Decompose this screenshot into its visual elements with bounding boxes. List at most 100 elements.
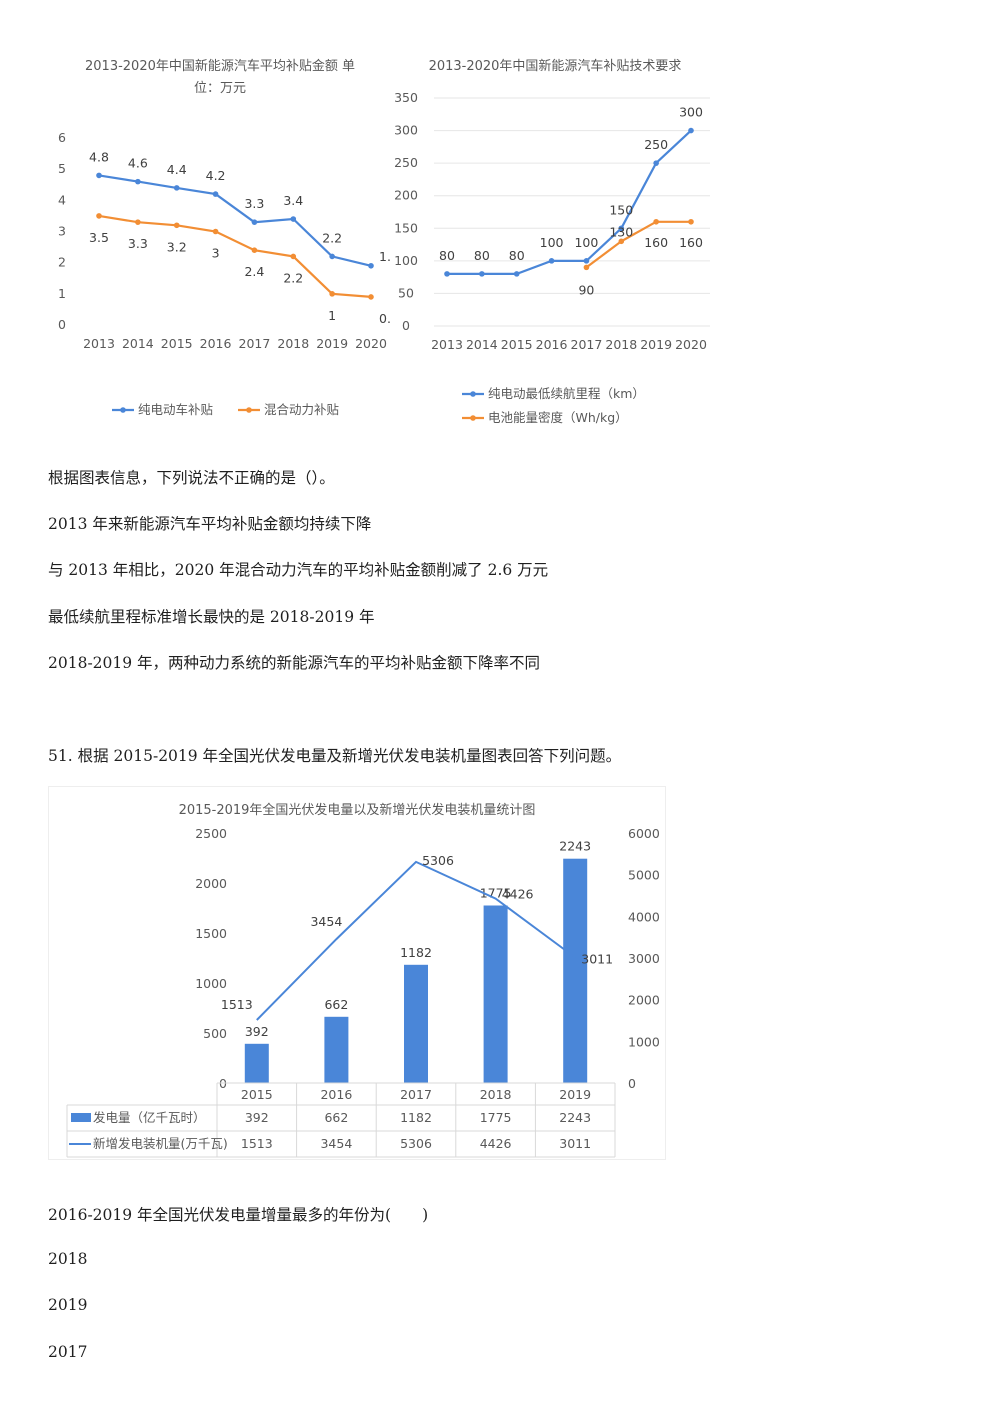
data-point — [618, 225, 625, 232]
data-label: 3.4 — [283, 193, 303, 208]
data-point — [688, 127, 694, 134]
bar-data-label: 1182 — [400, 945, 432, 960]
q2-option-b: 2019 — [48, 1296, 88, 1314]
data-point — [173, 185, 180, 191]
legend-label: 纯电动车补贴 — [138, 402, 213, 417]
data-label: 3.3 — [128, 236, 148, 251]
bar — [483, 905, 508, 1083]
data-point — [368, 294, 374, 300]
y-tick-label: 0 — [58, 317, 66, 332]
chart1-svg: 0 1 2 3 4 5 6 2013 2014 2015 2016 2017 2018 2019 2020 4… — [58, 130, 390, 417]
y-tick-label: 50 — [398, 285, 414, 300]
bar — [324, 1016, 349, 1083]
data-label: 3 — [212, 246, 220, 261]
chart2-title: 2013-2020年中国新能源汽车补贴技术要求 — [428, 59, 682, 74]
chart3-svg: 0500100015002000250001000200030004000500… — [66, 826, 660, 1158]
data-label: 90 — [578, 282, 594, 297]
line-data-label: 3011 — [581, 952, 613, 967]
y-tick-label: 0 — [402, 318, 410, 333]
data-point — [290, 253, 297, 260]
x-tick-label: 2016 — [536, 337, 568, 352]
y-tick-label: 150 — [394, 220, 418, 235]
data-point — [368, 262, 374, 269]
q2-option-c: 2017 — [48, 1343, 88, 1361]
table-cell: 5306 — [400, 1136, 432, 1151]
data-point — [688, 218, 694, 225]
data-point — [212, 228, 219, 235]
data-point — [329, 291, 335, 297]
y-tick-label: 350 — [394, 90, 418, 105]
data-label: 150 — [609, 202, 633, 217]
y-tick-label: 300 — [394, 123, 418, 138]
data-label: 160 — [679, 235, 703, 250]
y-right-tick-label: 0 — [628, 1076, 636, 1091]
data-label: 4.4 — [167, 162, 187, 177]
x-category-label: 2016 — [320, 1087, 352, 1102]
line-data-label: 1513 — [221, 997, 253, 1012]
table-cell: 1182 — [400, 1110, 432, 1125]
q1-stem: 根据图表信息，下列说法不正确的是（）。 — [48, 469, 335, 487]
table-cell: 662 — [324, 1110, 348, 1125]
data-label: 4.8 — [89, 149, 109, 164]
data-point — [96, 172, 102, 179]
x-tick-label: 2018 — [605, 337, 637, 352]
x-tick-label: 2013 — [431, 337, 463, 352]
data-point — [251, 247, 258, 253]
bar — [244, 1043, 269, 1083]
y-left-tick-label: 500 — [203, 1026, 227, 1041]
pv-generation-chart: 2015-2019年全国光伏发电量以及新增光伏发电装机量统计图 0 500 1000… — [48, 786, 666, 1160]
x-category-label: 2018 — [480, 1087, 512, 1102]
data-label: 100 — [540, 235, 564, 250]
line-data-label: 5306 — [422, 853, 454, 868]
x-tick-label: 2020 — [355, 336, 387, 351]
table-legend-bar-swatch — [71, 1113, 91, 1122]
y-left-tick-label: 1000 — [195, 976, 227, 991]
y-tick-label: 100 — [394, 253, 418, 268]
y-tick-label: 2 — [58, 255, 66, 270]
installed-capacity-line — [256, 860, 576, 1021]
data-label: 100 — [574, 235, 598, 250]
data-label: 300 — [679, 105, 703, 120]
x-category-label: 2015 — [241, 1087, 273, 1102]
table-cell: 3454 — [320, 1136, 352, 1151]
y-right-tick-label: 3000 — [628, 951, 660, 966]
data-point — [653, 160, 659, 166]
data-label: 1.9 — [379, 249, 390, 264]
data-point — [513, 271, 520, 277]
bar-data-label: 392 — [245, 1024, 269, 1039]
q1-option-c: 最低续航里程标准增长最快的是 2018-2019 年 — [48, 608, 375, 626]
table-cell: 4426 — [480, 1136, 512, 1151]
series-line-1 — [585, 220, 691, 269]
legend-label: 混合动力补贴 — [264, 402, 339, 417]
data-point — [583, 264, 590, 271]
table-legend-line-label: 新增发电装机量(万千瓦) — [93, 1136, 228, 1151]
data-point — [251, 219, 258, 225]
data-point — [135, 219, 141, 225]
x-tick-label: 2014 — [466, 337, 498, 352]
bar — [563, 858, 588, 1083]
y-left-tick-label: 2000 — [195, 876, 227, 891]
x-tick-label: 2013 — [83, 336, 115, 351]
data-point — [96, 213, 102, 219]
q2-stem: 2016-2019 年全国光伏发电量增量最多的年份为( ) — [48, 1206, 429, 1224]
table-cell: 392 — [245, 1110, 269, 1125]
data-label: 4.2 — [206, 168, 226, 183]
data-label: 1 — [328, 308, 336, 323]
x-tick-label: 2017 — [239, 336, 271, 351]
tech-requirement-chart: 2013-2020年中国新能源汽车补贴技术要求 0 50 100 150 200 250 3… — [390, 50, 720, 430]
data-point — [444, 271, 450, 277]
bar-data-label: 2243 — [559, 839, 591, 854]
data-point — [290, 216, 297, 222]
y-tick-label: 1 — [58, 286, 66, 301]
q2-intro: 51. 根据 2015-2019 年全国光伏发电量及新增光伏发电装机量图表回答下… — [48, 747, 622, 765]
q1-option-b: 与 2013 年相比，2020 年混合动力汽车的平均补贴金额削减了 2.6 万元 — [48, 561, 549, 579]
data-label: 80 — [509, 248, 525, 263]
data-label: 2.4 — [244, 264, 264, 279]
data-label: 130 — [609, 224, 633, 239]
data-point — [135, 178, 141, 185]
legend-label: 电池能量密度（Wh/kg） — [488, 410, 628, 425]
x-tick-label: 2019 — [316, 336, 348, 351]
y-right-tick-label: 2000 — [628, 993, 660, 1008]
y-tick-label: 200 — [394, 188, 418, 203]
q2-option-a: 2018 — [48, 1250, 88, 1268]
